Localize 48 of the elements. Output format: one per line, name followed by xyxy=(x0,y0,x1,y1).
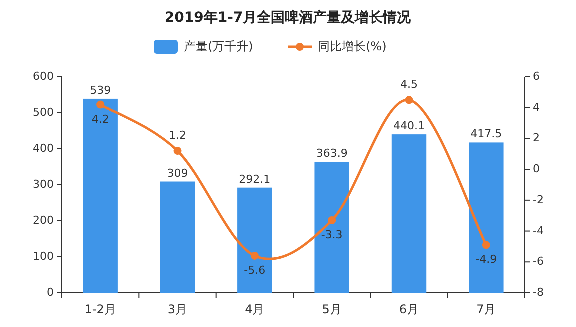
y2-tick-label: -6 xyxy=(533,255,544,268)
bar xyxy=(314,162,350,293)
x-tick-label: 5月 xyxy=(322,302,342,316)
data-label: -5.6 xyxy=(244,264,266,277)
data-label: -4.9 xyxy=(476,253,498,266)
y-tick-label: 400 xyxy=(33,142,54,156)
bar xyxy=(469,142,504,293)
data-label: 363.9 xyxy=(316,146,348,160)
point xyxy=(405,96,414,104)
y2-tick-label: -2 xyxy=(533,193,544,206)
data-label: 4.2 xyxy=(92,112,110,126)
data-label: 1.2 xyxy=(169,129,186,142)
y2-tick-label: 2 xyxy=(533,132,540,145)
y2-tick-label: -4 xyxy=(533,224,544,238)
bar xyxy=(83,98,118,293)
x-tick-label: 3月 xyxy=(168,302,188,316)
y2-tick-label: 4 xyxy=(533,100,540,114)
y-tick-label: 100 xyxy=(33,250,54,264)
chart-title: 2019年1-7月全国啤酒产量及增长情况 xyxy=(164,8,412,26)
y-tick-label: 500 xyxy=(33,106,54,120)
data-label: 292.1 xyxy=(239,172,271,186)
legend-label: 产量(万千升) xyxy=(184,39,254,54)
x-tick-label: 7月 xyxy=(476,302,496,316)
point xyxy=(174,147,182,156)
data-label: 309 xyxy=(167,166,188,180)
point xyxy=(482,241,490,250)
point xyxy=(250,252,259,260)
bar xyxy=(392,134,427,293)
data-label: 417.5 xyxy=(470,128,502,141)
point xyxy=(96,100,105,109)
point xyxy=(328,216,336,224)
bar xyxy=(238,188,272,293)
legend-label: 同比增长(%) xyxy=(318,39,387,54)
y2-tick-label: -8 xyxy=(533,286,544,300)
y2-tick-label: 6 xyxy=(533,70,540,84)
y-tick-label: 0 xyxy=(47,286,54,300)
data-label: -3.3 xyxy=(321,228,343,242)
data-label: 4.5 xyxy=(400,78,418,92)
y-tick-label: 600 xyxy=(33,70,54,84)
x-tick-label: 1-2月 xyxy=(84,302,116,316)
bar xyxy=(160,182,196,293)
x-tick-label: 4月 xyxy=(245,302,265,316)
data-label: 440.1 xyxy=(394,120,425,133)
y2-tick-label: 0 xyxy=(533,162,540,176)
y-tick-label: 200 xyxy=(33,214,54,228)
x-tick-label: 6月 xyxy=(399,302,420,316)
data-label: 539 xyxy=(90,84,112,97)
y-tick-label: 300 xyxy=(33,178,54,192)
